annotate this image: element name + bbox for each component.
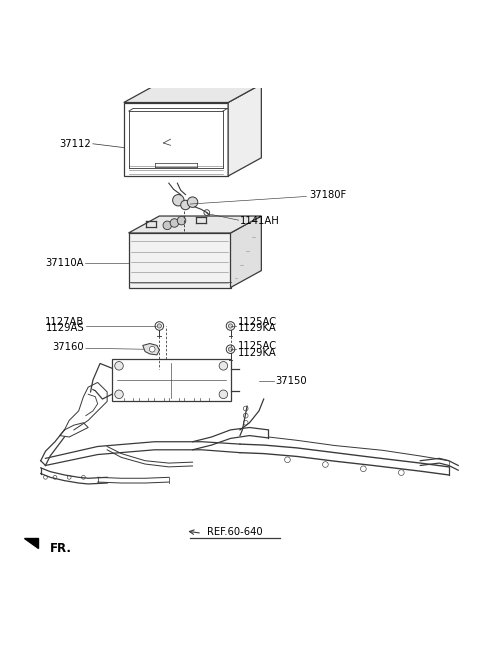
Text: 1125AC: 1125AC xyxy=(238,316,277,327)
Polygon shape xyxy=(129,216,261,233)
Polygon shape xyxy=(230,216,261,288)
Polygon shape xyxy=(24,538,38,548)
Circle shape xyxy=(226,345,235,353)
Circle shape xyxy=(243,413,248,418)
Circle shape xyxy=(219,390,228,398)
Polygon shape xyxy=(124,102,228,176)
Circle shape xyxy=(163,221,171,230)
Text: REF.60-640: REF.60-640 xyxy=(207,527,263,537)
Text: FR.: FR. xyxy=(50,542,72,555)
Circle shape xyxy=(157,324,161,328)
Circle shape xyxy=(180,201,190,210)
Circle shape xyxy=(219,361,228,370)
Polygon shape xyxy=(129,233,230,288)
Circle shape xyxy=(243,421,248,425)
Circle shape xyxy=(155,322,164,330)
Circle shape xyxy=(323,462,328,467)
Circle shape xyxy=(204,210,210,215)
Text: 1129KA: 1129KA xyxy=(238,324,276,333)
Text: 37160: 37160 xyxy=(53,342,84,352)
Text: 1127AB: 1127AB xyxy=(45,316,84,327)
Polygon shape xyxy=(124,84,261,102)
Text: 1125AC: 1125AC xyxy=(238,341,277,352)
Circle shape xyxy=(285,457,290,463)
Polygon shape xyxy=(112,359,230,402)
Circle shape xyxy=(82,475,85,479)
Circle shape xyxy=(360,466,366,471)
Circle shape xyxy=(53,475,57,479)
Polygon shape xyxy=(143,344,159,355)
Circle shape xyxy=(187,197,198,208)
Text: 1129AS: 1129AS xyxy=(46,324,84,333)
Circle shape xyxy=(67,475,71,479)
Text: 37150: 37150 xyxy=(276,376,307,387)
Text: 1129KA: 1129KA xyxy=(238,348,276,358)
Circle shape xyxy=(44,475,48,479)
Text: 37112: 37112 xyxy=(59,139,91,149)
Circle shape xyxy=(115,361,123,370)
Polygon shape xyxy=(228,84,261,176)
Circle shape xyxy=(170,219,179,227)
Circle shape xyxy=(398,470,404,475)
Circle shape xyxy=(228,347,233,352)
Text: 37110A: 37110A xyxy=(45,258,84,268)
Circle shape xyxy=(228,324,233,328)
Text: 37180F: 37180F xyxy=(309,190,346,200)
Circle shape xyxy=(177,216,186,225)
Circle shape xyxy=(226,322,235,330)
Text: 1141AH: 1141AH xyxy=(240,216,280,226)
Circle shape xyxy=(115,390,123,398)
Circle shape xyxy=(173,195,184,206)
Circle shape xyxy=(243,406,248,411)
Circle shape xyxy=(149,346,155,352)
